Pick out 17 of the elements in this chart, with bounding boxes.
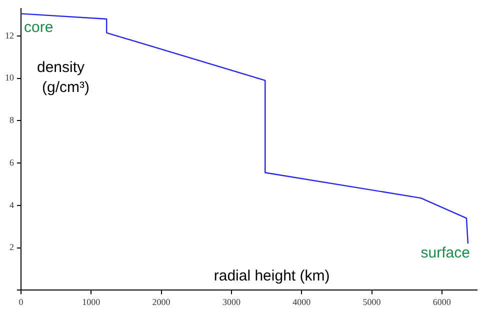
y-tick-label: 10 bbox=[5, 72, 14, 83]
x-tick-label: 3000 bbox=[222, 296, 241, 307]
y-tick-label: 8 bbox=[10, 115, 14, 126]
x-tick-label: 1000 bbox=[82, 296, 101, 307]
x-tick-label: 0 bbox=[18, 296, 24, 307]
x-tick-label: 5000 bbox=[362, 296, 382, 307]
x-tick-label: 4000 bbox=[292, 296, 312, 307]
x-tick-label: 2000 bbox=[152, 296, 171, 307]
annotation: core bbox=[24, 18, 54, 36]
x-axis-title: radial height (km) bbox=[214, 267, 330, 284]
x-tick-label: 6000 bbox=[432, 296, 452, 307]
y-tick-label: 4 bbox=[10, 200, 14, 210]
y-tick-label: 2 bbox=[10, 242, 14, 252]
y-axis-title: density (g/cm³) bbox=[37, 58, 90, 96]
annotation: surface bbox=[420, 244, 470, 262]
y-tick-label: 12 bbox=[5, 30, 14, 40]
y-tick-label: 6 bbox=[10, 157, 14, 168]
